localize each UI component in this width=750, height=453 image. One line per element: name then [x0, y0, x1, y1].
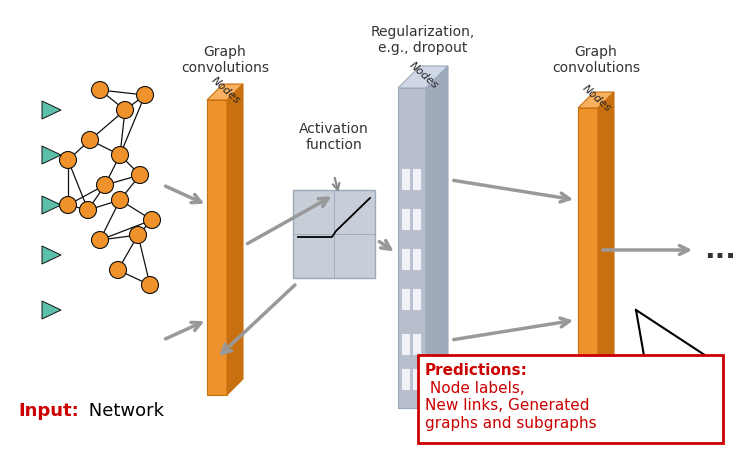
Polygon shape [42, 146, 61, 164]
Circle shape [59, 197, 76, 213]
Text: Nodes: Nodes [210, 75, 242, 106]
Bar [207, 100, 227, 395]
Text: Activation
function: Activation function [299, 122, 369, 152]
Bar [401, 168, 410, 190]
Text: Graph
convolutions: Graph convolutions [552, 45, 640, 75]
Circle shape [59, 151, 76, 169]
Circle shape [130, 226, 146, 244]
Polygon shape [207, 84, 243, 100]
Circle shape [142, 276, 158, 294]
Polygon shape [598, 92, 614, 398]
Bar [412, 208, 421, 230]
FancyBboxPatch shape [418, 355, 723, 443]
Text: Predictions:: Predictions: [425, 363, 528, 378]
Circle shape [136, 87, 154, 103]
Polygon shape [426, 66, 448, 408]
Text: Regularization,
e.g., dropout: Regularization, e.g., dropout [370, 25, 476, 55]
Bar [398, 88, 426, 408]
Polygon shape [42, 196, 61, 214]
Circle shape [92, 82, 109, 98]
Polygon shape [227, 84, 243, 395]
Bar [412, 368, 421, 390]
Circle shape [110, 261, 127, 279]
Bar [412, 248, 421, 270]
Bar [412, 288, 421, 310]
Polygon shape [42, 246, 61, 264]
Bar [401, 208, 410, 230]
Circle shape [116, 101, 134, 119]
Bar [412, 168, 421, 190]
Bar [578, 108, 598, 398]
Polygon shape [398, 66, 448, 88]
Bar [401, 368, 410, 390]
Circle shape [143, 212, 160, 228]
Circle shape [97, 177, 113, 193]
Text: Nodes: Nodes [580, 82, 614, 113]
Bar [401, 248, 410, 270]
Circle shape [131, 167, 148, 183]
Circle shape [80, 202, 97, 218]
Polygon shape [42, 301, 61, 319]
Text: Graph
convolutions: Graph convolutions [181, 45, 269, 75]
Text: Input:: Input: [18, 402, 79, 420]
Text: ...: ... [704, 236, 736, 264]
Bar [401, 288, 410, 310]
Text: Network: Network [83, 402, 164, 420]
Polygon shape [42, 101, 61, 119]
Bar [401, 333, 410, 355]
Text: Nodes: Nodes [408, 60, 440, 91]
Bar [412, 333, 421, 355]
Circle shape [92, 231, 109, 249]
Circle shape [112, 192, 128, 208]
Circle shape [82, 131, 98, 149]
Text: Node labels,
New links, Generated
graphs and subgraphs: Node labels, New links, Generated graphs… [425, 381, 597, 431]
Bar [293, 190, 375, 278]
Polygon shape [578, 92, 614, 108]
Circle shape [112, 146, 128, 164]
